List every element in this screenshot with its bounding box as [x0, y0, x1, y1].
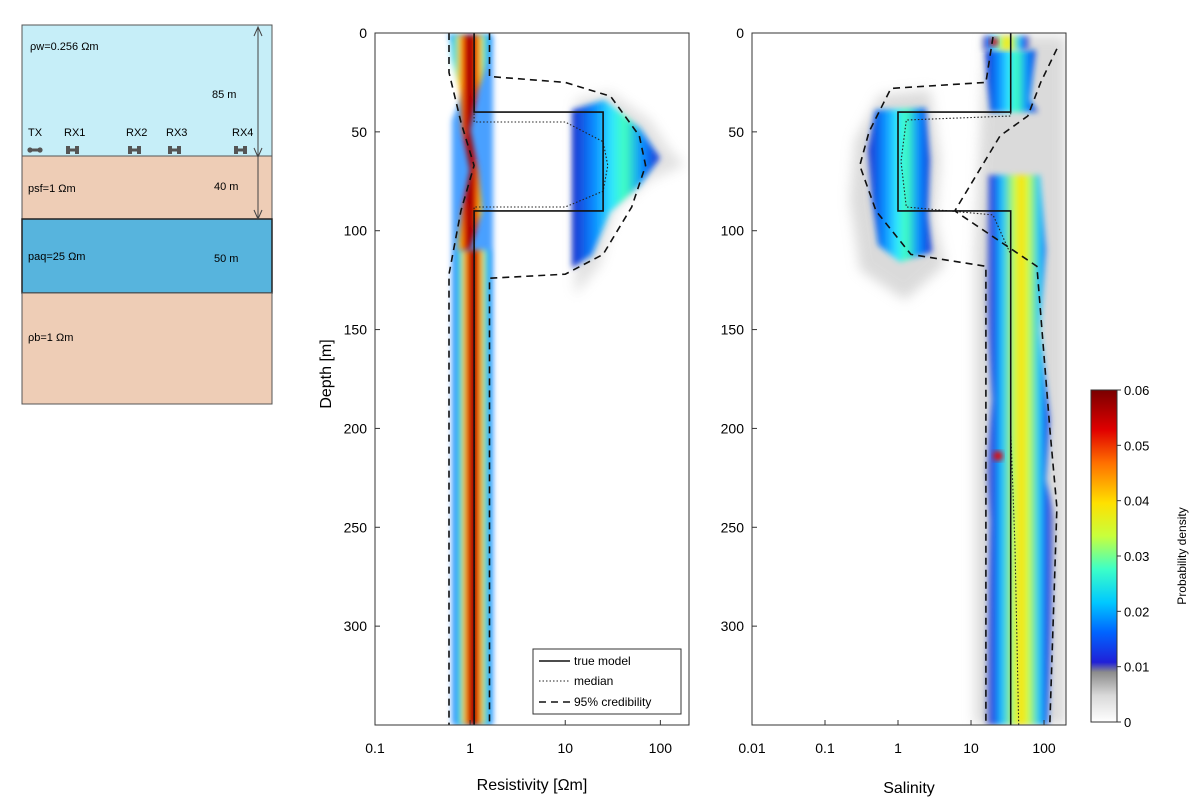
- salinity-y-tick-label: 0: [736, 25, 744, 41]
- aquifer-resistivity-label: paq=25 Ωm: [28, 251, 85, 263]
- arrowhead-top: [253, 25, 263, 37]
- resistivity-x-tick-label: 10: [557, 740, 573, 756]
- arrowhead-mid: [253, 147, 263, 159]
- water-thickness-label: 85 m: [212, 89, 236, 101]
- colorbar-tick-label: 0.06: [1124, 383, 1149, 398]
- resistivity-density-heatmap: [447, 35, 685, 725]
- salinity-density-heatmap: [850, 36, 1066, 725]
- salinity-ticks: 0.01 0.1 1 10 100 0 50 100 150 200 250 300: [721, 25, 1056, 756]
- receiver-label-rx3: RX3: [166, 127, 187, 139]
- salinity-y-tick-label: 50: [728, 124, 744, 140]
- resistivity-y-tick-label: 150: [344, 322, 368, 338]
- aquifer-thickness-label: 50 m: [214, 253, 238, 265]
- resistivity-credibility-lines: [448, 33, 647, 725]
- salinity-axes-frame: [751, 32, 1067, 726]
- receiver-icon-rx4: [234, 146, 247, 154]
- resistivity-y-tick-label: 200: [344, 420, 368, 436]
- legend-true-model-label: true model: [574, 654, 631, 668]
- receiver-icon-rx1: [66, 146, 79, 154]
- resistivity-y-tick-label: 100: [344, 223, 368, 239]
- colorbar-tick-label: 0: [1124, 715, 1131, 730]
- legend-box: [532, 648, 682, 715]
- salinity-y-tick-label: 250: [721, 519, 745, 535]
- salinity-x-tick-label: 1: [894, 740, 902, 756]
- water-resistivity-label: ρw=0.256 Ωm: [30, 41, 99, 53]
- salinity-panel: 0.01 0.1 1 10 100 0 50 100 150 200 250 300 Salinity: [721, 25, 1067, 797]
- colorbar-gradient: [1090, 389, 1118, 723]
- layer-basement: [21, 292, 273, 405]
- receiver-label-rx2: RX2: [126, 127, 147, 139]
- resistivity-x-axis-label: Resistivity [Ωm]: [477, 777, 588, 794]
- model-schematic: ρw=0.256 Ωm 85 m psf=1 Ωm 40 m paq=25 Ωm…: [21, 24, 273, 405]
- resistivity-y-tick-label: 0: [359, 25, 367, 41]
- receiver-icon-rx3: [168, 146, 181, 154]
- legend-credibility-label: 95% credibility: [574, 695, 651, 709]
- resistivity-x-tick-label: 0.1: [365, 740, 385, 756]
- receiver-label-tx: TX: [28, 127, 43, 139]
- colorbar-tick-label: 0.01: [1124, 660, 1149, 675]
- transmitter-icon: [27, 147, 43, 153]
- seafloor-resistivity-label: psf=1 Ωm: [28, 183, 76, 195]
- layer-aquifer: [21, 218, 273, 294]
- salinity-y-tick-label: 200: [721, 420, 745, 436]
- salinity-x-tick-label: 10: [963, 740, 979, 756]
- layer-water: [21, 24, 273, 157]
- colorbar-tick-label: 0.03: [1124, 549, 1149, 564]
- colorbar-tick-label: 0.04: [1124, 494, 1149, 509]
- resistivity-axes-frame: [374, 32, 690, 726]
- legend: true model median 95% credibility: [532, 648, 682, 715]
- salinity-y-tick-label: 100: [721, 223, 745, 239]
- resistivity-y-tick-label: 300: [344, 618, 368, 634]
- resistivity-x-tick-label: 1: [466, 740, 474, 756]
- resistivity-true-model-line: [473, 33, 604, 725]
- salinity-x-axis-label: Salinity: [883, 780, 935, 797]
- receiver-label-rx1: RX1: [64, 127, 85, 139]
- colorbar-ticks: 0 0.01 0.02 0.03 0.04 0.05 0.06: [1117, 383, 1149, 730]
- layer-seafloor: [21, 155, 273, 220]
- salinity-y-tick-label: 150: [721, 322, 745, 338]
- colorbar: 0 0.01 0.02 0.03 0.04 0.05 0.06 Probability de…: [1090, 383, 1189, 730]
- receiver-label-rx4: RX4: [232, 127, 253, 139]
- legend-median-label: median: [574, 674, 613, 688]
- resistivity-panel: 0.1 1 10 100 0 50 100 150 200 250 300 Resistivity …: [318, 25, 690, 794]
- colorbar-label: Probability density: [1175, 507, 1189, 604]
- salinity-x-tick-label: 0.01: [738, 740, 765, 756]
- resistivity-y-tick-label: 50: [351, 124, 367, 140]
- resistivity-median-line: [473, 33, 609, 725]
- receiver-icon-rx2: [128, 146, 141, 154]
- resistivity-y-tick-label: 250: [344, 519, 368, 535]
- basement-resistivity-label: ρb=1 Ωm: [28, 332, 73, 344]
- seafloor-thickness-label: 40 m: [214, 181, 238, 193]
- resistivity-x-tick-label: 100: [649, 740, 673, 756]
- salinity-y-tick-label: 300: [721, 618, 745, 634]
- colorbar-tick-label: 0.02: [1124, 604, 1149, 619]
- colorbar-tick-label: 0.05: [1124, 438, 1149, 453]
- salinity-x-tick-label: 0.1: [815, 740, 835, 756]
- arrowhead-bottom: [253, 209, 263, 221]
- salinity-x-tick-label: 100: [1032, 740, 1056, 756]
- salinity-true-model-line: [897, 33, 1012, 725]
- depth-y-axis-label: Depth [m]: [318, 339, 335, 408]
- resistivity-ticks: 0.1 1 10 100 0 50 100 150 200 250 300: [344, 25, 673, 756]
